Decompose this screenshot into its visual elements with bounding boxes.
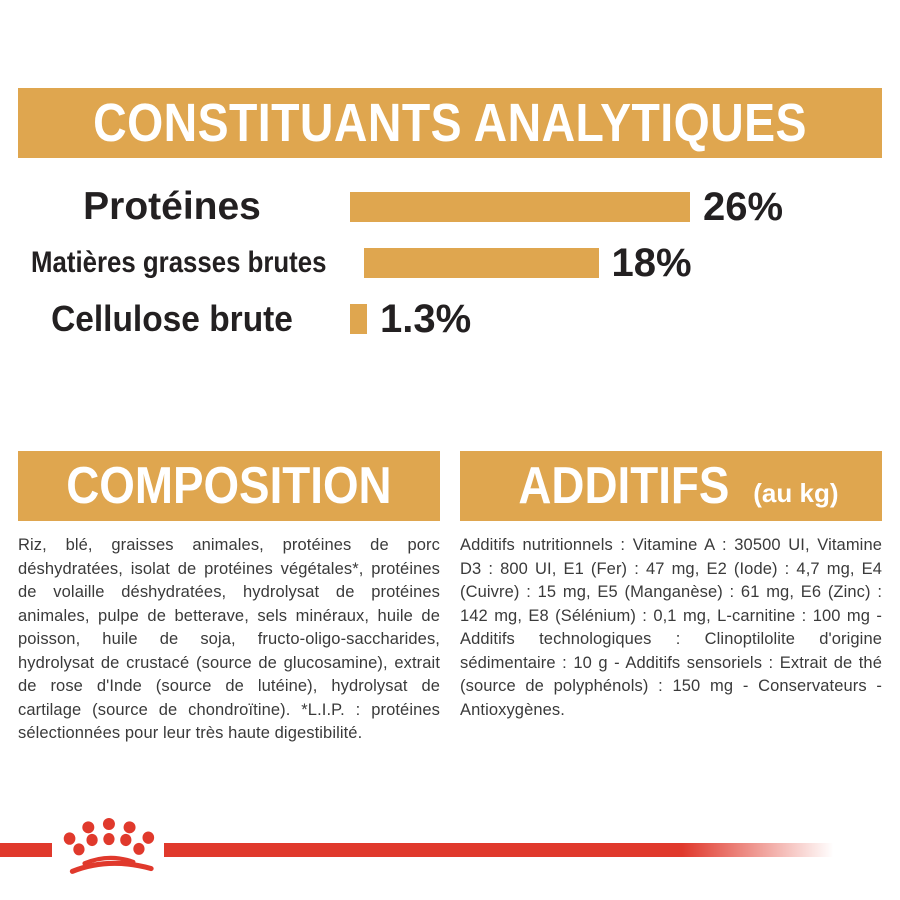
composition-body: Riz, blé, graisses animales, protéines d…	[18, 536, 440, 742]
chart-row-cellulose: Cellulose brute 1.3%	[7, 291, 882, 347]
crown-icon	[63, 818, 155, 874]
chart-row-proteines: Protéines 26%	[7, 179, 882, 235]
chart-category-label: Matières grasses brutes	[31, 246, 327, 279]
composition-title: COMPOSITION	[66, 457, 392, 515]
chart-category-label: Protéines	[83, 185, 261, 228]
chart-row-matieres-grasses: Matières grasses brutes 18%	[7, 235, 882, 291]
details-sections: COMPOSITION Riz, blé, graisses animales,…	[18, 451, 882, 746]
chart-value-label: 26%	[703, 184, 784, 229]
additifs-body: Additifs nutritionnels : Vitamine A : 30…	[460, 536, 882, 719]
analytical-constituents-header: CONSTITUANTS ANALYTIQUES	[18, 88, 882, 158]
analytical-constituents-title: CONSTITUANTS ANALYTIQUES	[93, 93, 807, 153]
composition-section: COMPOSITION Riz, blé, graisses animales,…	[18, 451, 440, 746]
chart-bar-matieres-grasses	[363, 248, 599, 278]
red-accent-stripe	[0, 843, 842, 857]
chart-value-label: 18%	[611, 240, 692, 285]
royal-canin-crown-logo	[52, 816, 164, 878]
additifs-section: ADDITIFS (au kg) Additifs nutritionnels …	[460, 451, 882, 746]
additifs-title: ADDITIFS	[517, 457, 729, 515]
chart-bar-cellulose	[350, 304, 367, 334]
chart-value-label: 1.3%	[380, 296, 472, 341]
additifs-subtitle: (au kg)	[753, 477, 839, 508]
analytical-constituents-chart: Protéines 26% Matières grasses brutes 18…	[7, 179, 882, 347]
chart-category-label: Cellulose brute	[51, 298, 293, 339]
composition-header: COMPOSITION	[18, 451, 440, 521]
additifs-header: ADDITIFS (au kg)	[460, 451, 882, 521]
chart-bar-proteines	[350, 192, 690, 222]
